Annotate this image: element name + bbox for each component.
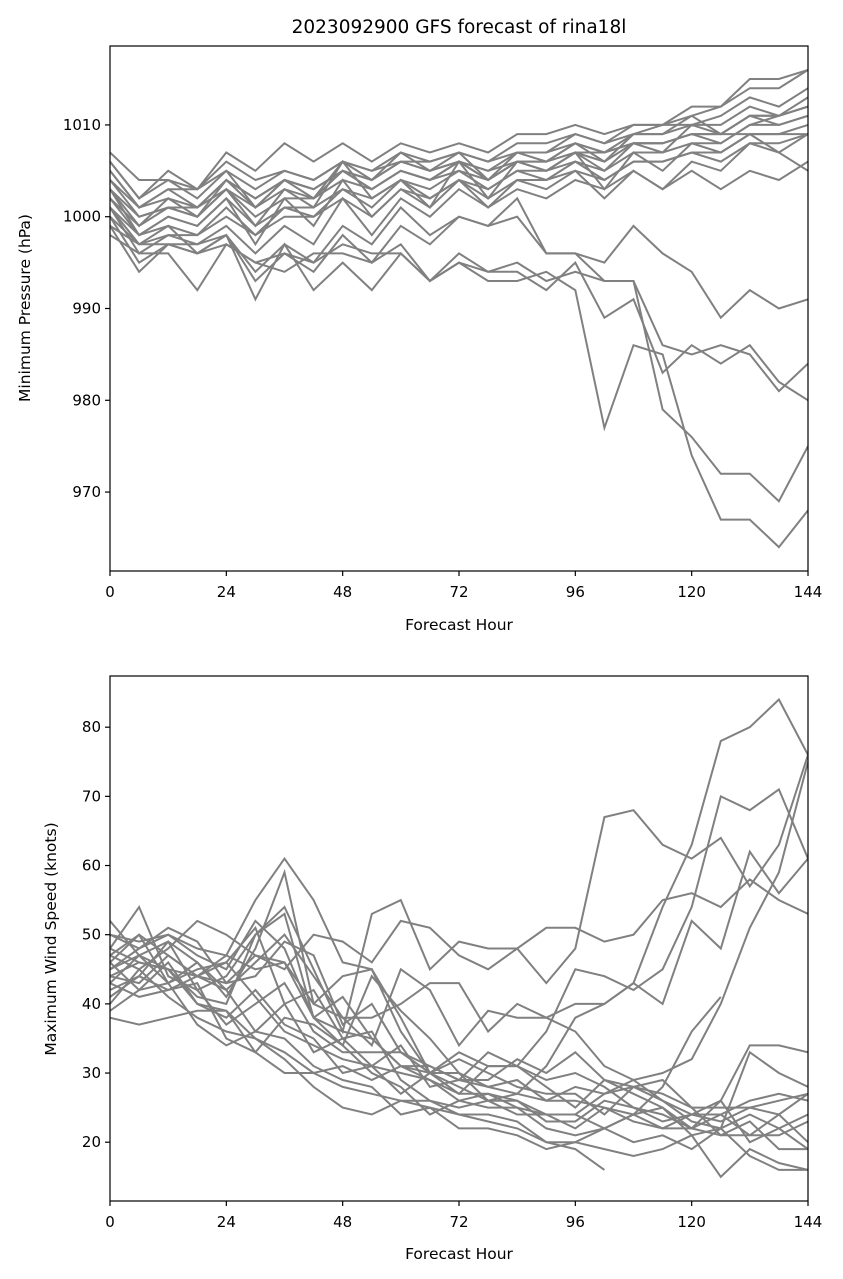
- pressure-y-tick-label: 990: [72, 300, 101, 318]
- wind-series-line-20: [110, 981, 808, 1151]
- pressure-series-line-15: [110, 225, 808, 402]
- pressure-x-axis: 0 24 48 72 96 120 144: [105, 571, 822, 601]
- pressure-series-line-16: [110, 188, 808, 320]
- pressure-series-line-18: [110, 206, 808, 549]
- wind-y-tick-label: 80: [82, 718, 101, 736]
- pressure-x-axis-label: Forecast Hour: [405, 616, 513, 634]
- pressure-y-tick-label: 970: [72, 483, 101, 501]
- wind-series-line-5: [110, 754, 808, 985]
- pressure-x-tick-label: 24: [217, 583, 236, 601]
- wind-x-tick-label: 24: [217, 1213, 236, 1231]
- pressure-series-line-17: [110, 234, 808, 503]
- pressure-panel: 0 24 48 72 96 120 144 970 980 990 1000 1010 Foreca…: [16, 45, 822, 634]
- pressure-x-tick-label: 96: [566, 583, 585, 601]
- wind-series-line-1: [110, 919, 808, 1123]
- wind-y-tick-label: 50: [82, 926, 101, 944]
- pressure-x-tick-label: 120: [677, 583, 706, 601]
- pressure-y-axis-label: Minimum Pressure (hPa): [16, 214, 34, 402]
- wind-y-tick-label: 40: [82, 995, 101, 1013]
- wind-y-axis: 20 30 40 50 60 70 80: [82, 718, 110, 1151]
- pressure-series-line-1: [110, 68, 808, 191]
- pressure-y-axis: 970 980 990 1000 1010: [63, 116, 110, 501]
- wind-x-axis: 0 24 48 72 96 120 144: [105, 1201, 822, 1231]
- wind-y-tick-label: 70: [82, 787, 101, 805]
- wind-panel: 0 24 48 72 96 120 144 20 30 40 50 60 70 80 Forecast …: [42, 675, 822, 1263]
- wind-series-line-2: [110, 697, 808, 1102]
- pressure-y-tick-label: 980: [72, 391, 101, 409]
- wind-x-axis-label: Forecast Hour: [405, 1245, 513, 1263]
- wind-series-line-10: [110, 967, 605, 1171]
- wind-series-line-3: [110, 878, 808, 1035]
- wind-y-tick-label: 20: [82, 1133, 101, 1151]
- pressure-x-tick-label: 72: [449, 583, 468, 601]
- chart-title: 2023092900 GFS forecast of rina18l: [292, 17, 627, 38]
- pressure-y-tick-label: 1010: [63, 116, 101, 134]
- wind-x-tick-label: 144: [794, 1213, 823, 1231]
- wind-series-line-11: [110, 954, 808, 1171]
- wind-series-group: [110, 697, 808, 1179]
- wind-y-tick-label: 30: [82, 1064, 101, 1082]
- pressure-series-line-19: [110, 105, 808, 209]
- wind-x-tick-label: 72: [449, 1213, 468, 1231]
- pressure-series-line-13: [110, 142, 808, 255]
- pressure-series-line-11: [110, 160, 808, 247]
- pressure-x-tick-label: 144: [794, 583, 823, 601]
- wind-x-tick-label: 48: [333, 1213, 352, 1231]
- wind-series-line-8: [110, 912, 722, 1116]
- wind-x-tick-label: 120: [677, 1213, 706, 1231]
- pressure-x-tick-label: 0: [105, 583, 115, 601]
- wind-series-line-7: [110, 761, 808, 1082]
- pressure-y-tick-label: 1000: [63, 208, 101, 226]
- pressure-series-group: [110, 68, 808, 549]
- pressure-series-line-14: [110, 206, 808, 393]
- wind-x-tick-label: 0: [105, 1213, 115, 1231]
- pressure-series-line-20: [110, 114, 808, 228]
- pressure-x-tick-label: 48: [333, 583, 352, 601]
- wind-series-line-6: [110, 849, 808, 1048]
- wind-y-axis-label: Maximum Wind Speed (knots): [42, 822, 60, 1055]
- wind-x-tick-label: 96: [566, 1213, 585, 1231]
- wind-y-tick-label: 60: [82, 857, 101, 875]
- wind-series-line-19: [110, 920, 808, 1144]
